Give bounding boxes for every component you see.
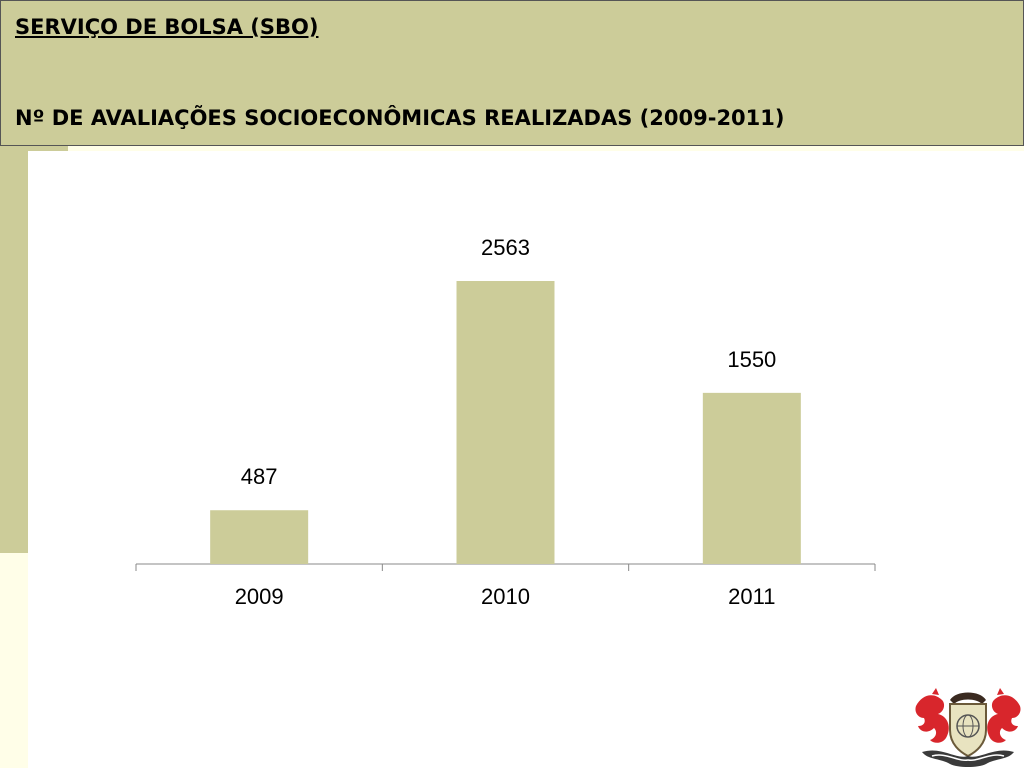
header-subtitle: Nº DE AVALIAÇÕES SOCIOECONÔMICAS REALIZA… [15,106,785,130]
header-title: SERVIÇO DE BOLSA (SBO) [15,15,319,39]
bar [456,281,555,564]
x-tick-label: 2009 [235,584,284,609]
x-tick-label: 2011 [728,584,775,609]
data-label: 1550 [727,347,776,372]
slide-header: SERVIÇO DE BOLSA (SBO) Nº DE AVALIAÇÕES … [0,0,1024,146]
bar [702,392,801,564]
data-label: 487 [241,464,278,489]
x-tick-label: 2010 [481,584,530,609]
data-label: 2563 [481,235,530,260]
coat-of-arms-icon [915,688,1021,767]
bar [210,510,309,564]
